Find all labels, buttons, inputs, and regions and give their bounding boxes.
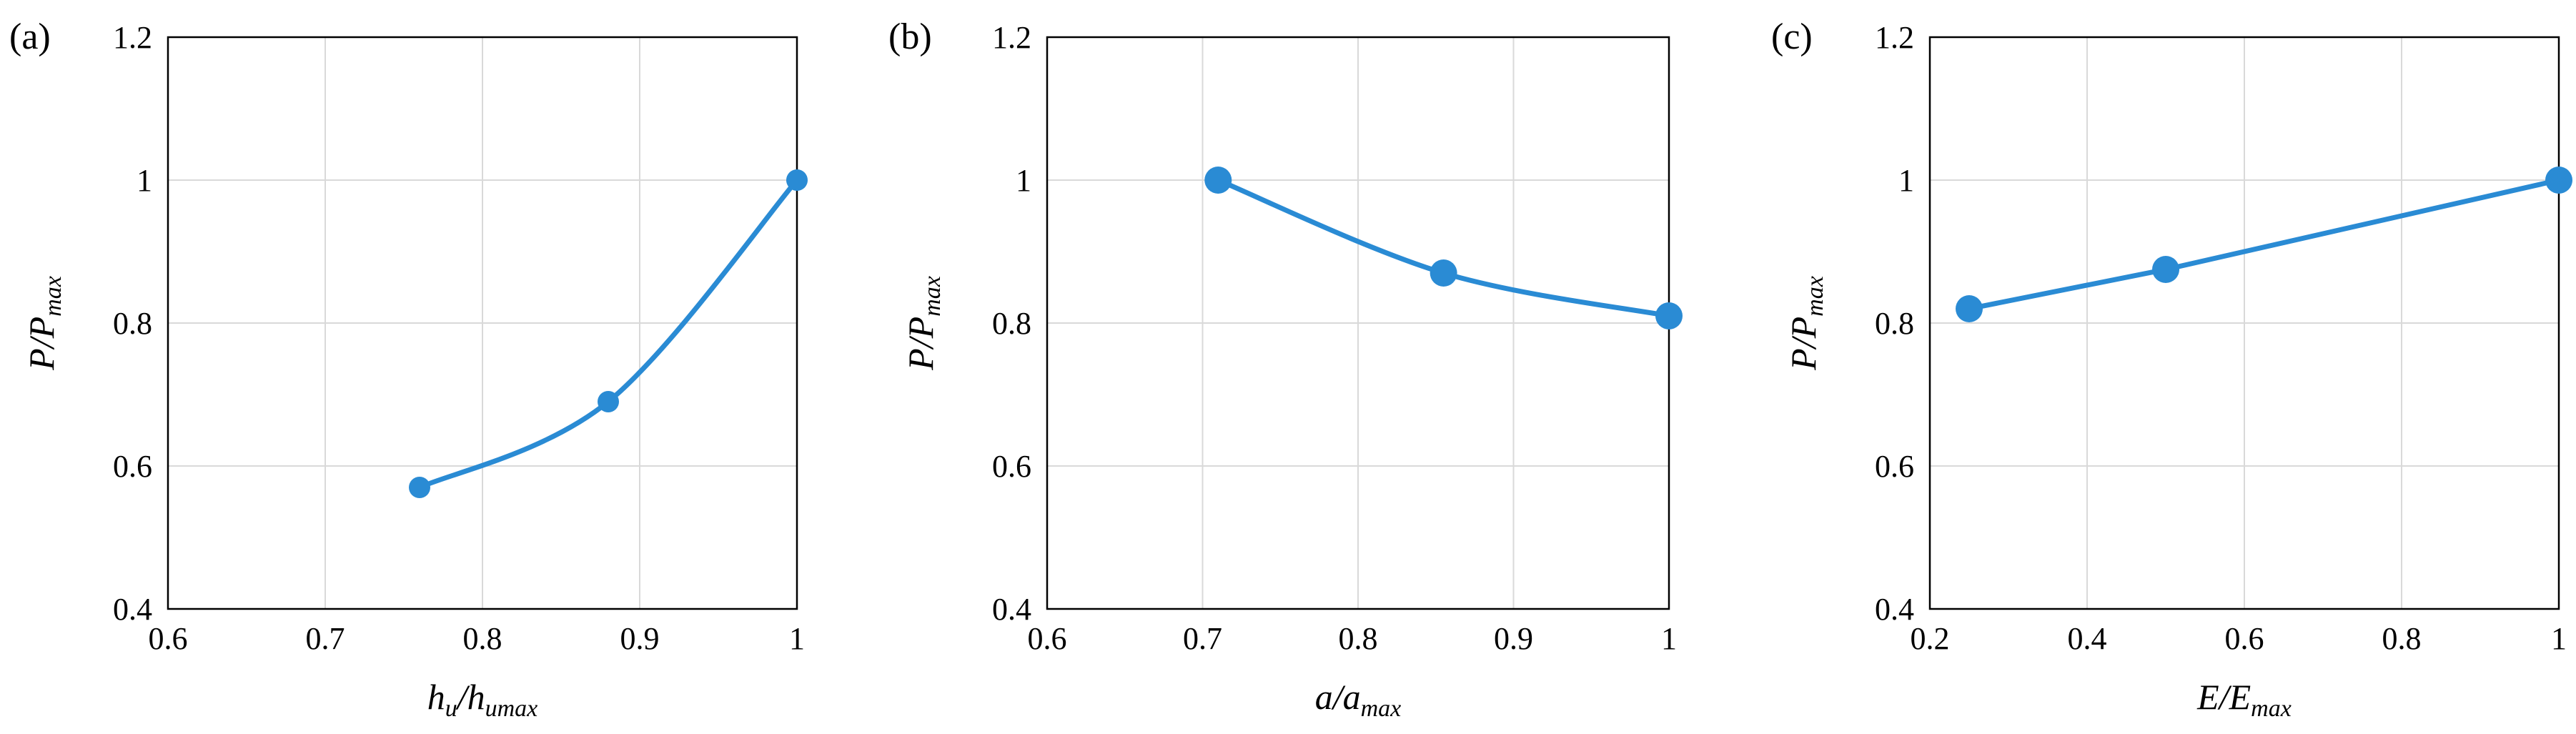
label-part-sub: u — [445, 695, 457, 722]
panel-3: 0.2 0.4 0.6 0.8 10.40.60.811.2(c)E/EmaxP/Pma… — [1771, 16, 2572, 722]
label-part-main: P — [1783, 348, 1823, 371]
y-axis-label: P/Pmax — [1783, 276, 1828, 371]
label-part-sep: / — [21, 335, 61, 350]
y-tick-label: 0.6 — [1875, 449, 1914, 484]
panel-1: 0.6 0.7 0.8 0.9 10.40.60.811.2(a)hu/humaxP/P… — [9, 16, 808, 722]
x-tick-label: 0.6 — [1028, 621, 1067, 656]
y-tick-label: 0.8 — [113, 306, 152, 341]
y-tick-label: 0.4 — [113, 592, 152, 627]
series-line — [1966, 177, 2562, 312]
label-part-main: a — [1315, 677, 1333, 717]
data-point — [786, 169, 808, 191]
data-point — [409, 477, 430, 498]
data-point — [1655, 302, 1683, 329]
panel-label: (a) — [9, 16, 51, 57]
y-axis-label: P/Pmax — [21, 276, 66, 371]
label-part-main2: P — [901, 317, 941, 339]
x-tick-label: 1 — [1661, 621, 1677, 656]
data-point — [1430, 259, 1457, 287]
panel-2: 0.6 0.7 0.8 0.9 10.40.60.811.2(b)a/amaxP/Pma… — [888, 16, 1683, 722]
x-tick-label: 1 — [789, 621, 805, 656]
y-tick-label: 1 — [1016, 163, 1031, 198]
y-tick-label: 0.8 — [1875, 306, 1914, 341]
y-tick-label: 0.6 — [992, 449, 1031, 484]
label-part-sub2: max — [2251, 695, 2292, 722]
label-part-main2: E — [2229, 677, 2251, 717]
data-point — [1204, 167, 1232, 194]
label-part-sub2: max — [1361, 695, 1402, 722]
label-part-sub2: max — [40, 276, 66, 317]
x-tick-label: 0.9 — [1494, 621, 1533, 656]
y-tick-label: 1.2 — [1875, 20, 1914, 55]
series-line — [1215, 177, 1672, 319]
data-point — [1956, 295, 1983, 322]
data-point — [2545, 167, 2572, 194]
label-part-main2: h — [467, 677, 485, 717]
y-tick-label: 0.4 — [992, 592, 1031, 627]
y-tick-label: 1 — [1898, 163, 1914, 198]
plot-frame — [1928, 36, 2560, 610]
label-part-sub2: umax — [485, 695, 538, 722]
label-part-main: h — [427, 677, 445, 717]
x-tick-label: 0.7 — [306, 621, 345, 656]
y-tick-label: 1.2 — [113, 20, 152, 55]
label-part-main2: P — [21, 317, 61, 339]
label-part-main2: P — [1783, 317, 1823, 339]
label-part-sep: / — [2217, 677, 2232, 717]
x-tick-label: 0.8 — [2382, 621, 2422, 656]
x-tick-label: 1 — [2551, 621, 2567, 656]
label-part-main2: a — [1343, 677, 1361, 717]
y-tick-label: 1.2 — [992, 20, 1031, 55]
x-axis-label: a/amax — [1315, 677, 1402, 722]
x-axis-label: E/Emax — [2196, 677, 2292, 722]
panel-label: (b) — [888, 16, 932, 57]
y-tick-label: 0.6 — [113, 449, 152, 484]
x-tick-label: 0.4 — [2068, 621, 2107, 656]
plot-frame — [167, 36, 798, 610]
label-part-sep: / — [1783, 335, 1823, 350]
y-axis-label: P/Pmax — [901, 276, 946, 371]
label-part-sep: / — [455, 677, 470, 717]
panel-label: (c) — [1771, 16, 1813, 57]
label-part-main: E — [2196, 677, 2219, 717]
x-tick-label: 0.8 — [1339, 621, 1378, 656]
label-part-main: P — [901, 348, 941, 371]
y-tick-label: 0.4 — [1875, 592, 1914, 627]
data-point — [2152, 256, 2179, 283]
data-point — [598, 391, 619, 412]
x-tick-label: 0.9 — [620, 621, 660, 656]
x-axis-label: hu/humax — [427, 677, 538, 722]
x-tick-label: 0.6 — [149, 621, 188, 656]
label-part-main: P — [21, 348, 61, 371]
x-tick-label: 0.2 — [1911, 621, 1950, 656]
series-line — [417, 177, 800, 490]
y-tick-label: 1 — [137, 163, 152, 198]
label-part-sep: / — [901, 335, 941, 350]
x-tick-label: 0.6 — [2225, 621, 2264, 656]
label-part-sub2: max — [919, 276, 946, 317]
y-tick-label: 0.8 — [992, 306, 1031, 341]
label-part-sub2: max — [1802, 276, 1828, 317]
label-part-sep: / — [1331, 677, 1346, 717]
x-tick-label: 0.7 — [1183, 621, 1222, 656]
x-tick-label: 0.8 — [463, 621, 502, 656]
